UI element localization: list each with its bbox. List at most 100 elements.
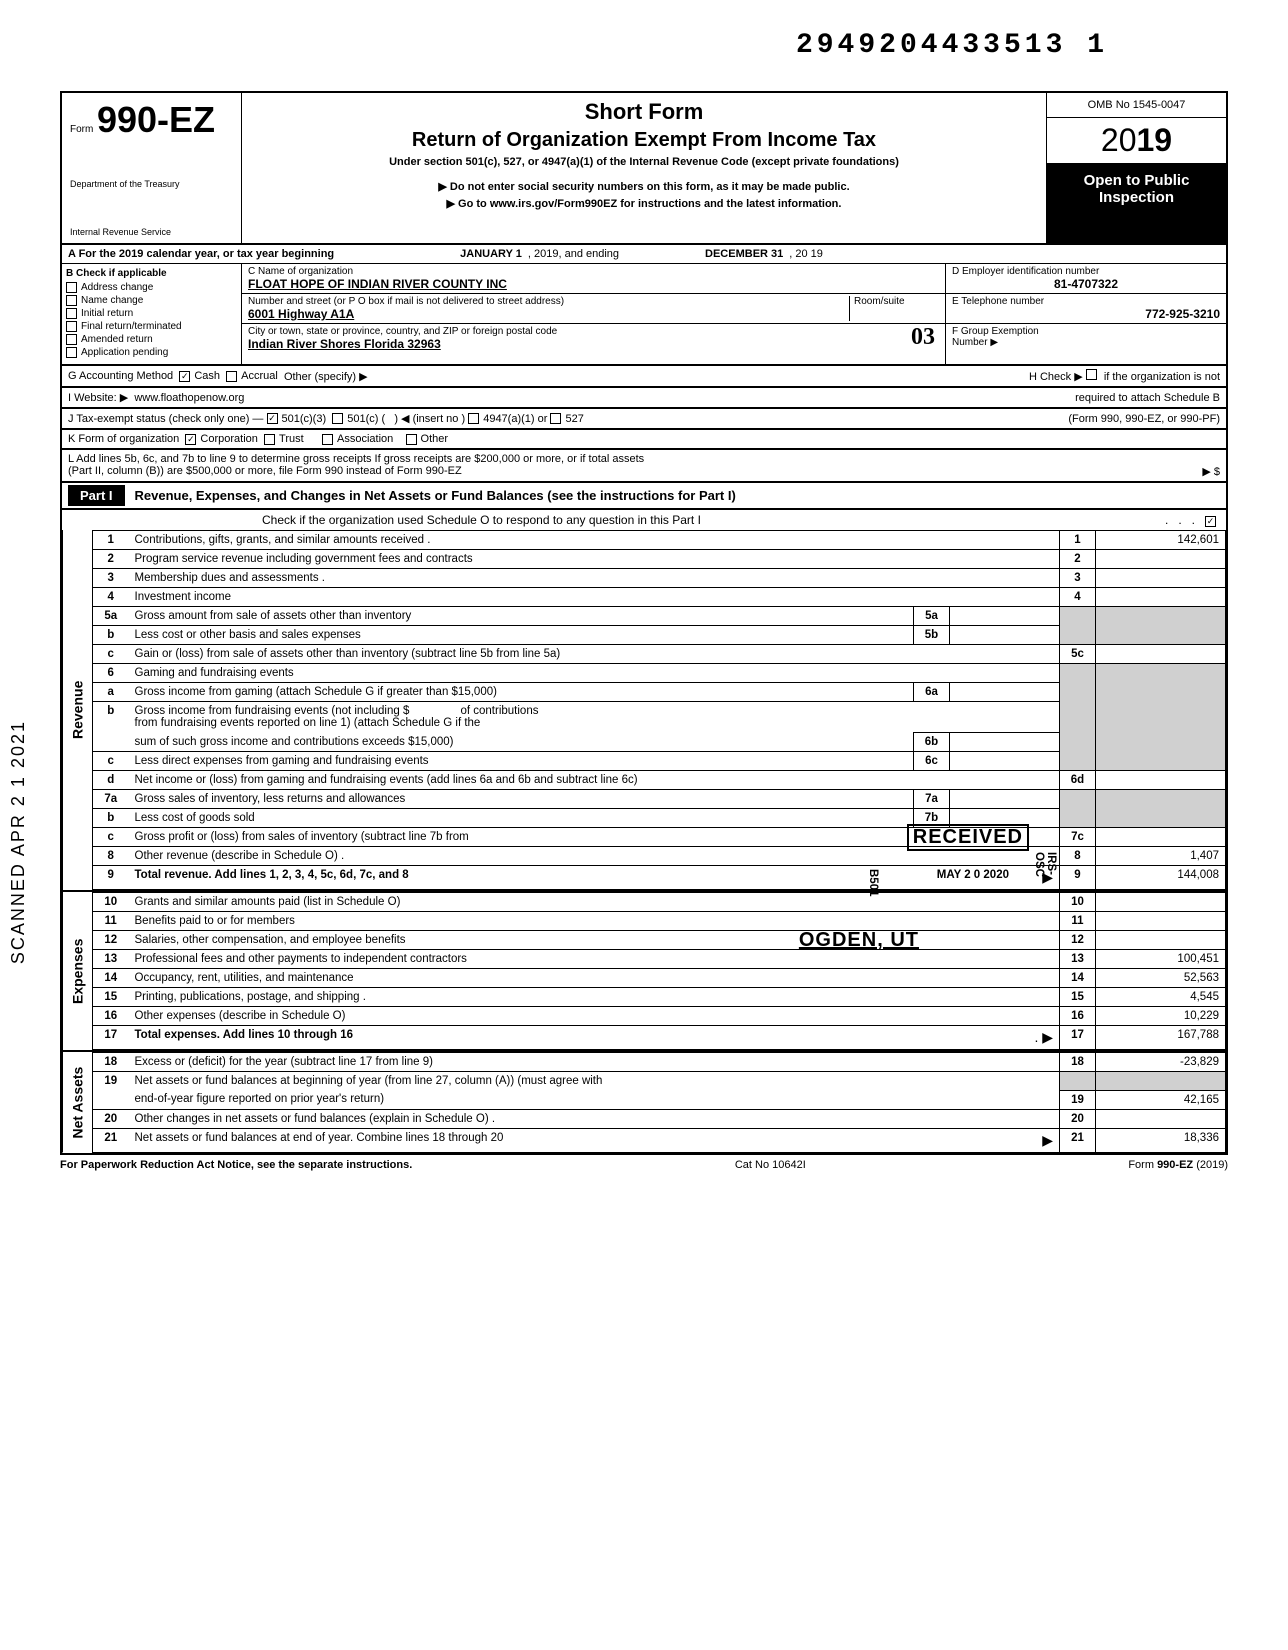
tax-year-begin: JANUARY 1 bbox=[460, 248, 522, 260]
check-h[interactable] bbox=[1086, 369, 1097, 380]
h-text3: (Form 990, 990-EZ, or 990-PF) bbox=[1068, 413, 1220, 425]
no-ssn-note: ▶ Do not enter social security numbers o… bbox=[252, 180, 1036, 193]
received-stamp: RECEIVED bbox=[907, 824, 1029, 851]
netassets-side-label: Net Assets bbox=[62, 1052, 92, 1153]
line5a-desc: Gross amount from sale of assets other t… bbox=[129, 607, 914, 626]
group-label: F Group Exemption bbox=[952, 326, 1220, 337]
check-501c3[interactable]: ✓ bbox=[267, 413, 278, 424]
handwritten-03: 03 bbox=[911, 324, 935, 351]
check-501c[interactable] bbox=[332, 413, 343, 424]
line16-desc: Other expenses (describe in Schedule O) bbox=[129, 1007, 1060, 1026]
line18-val: -23,829 bbox=[1096, 1053, 1226, 1072]
col-b-header: B Check if applicable bbox=[66, 268, 237, 279]
form-number: 990-EZ bbox=[97, 99, 215, 140]
line6b-desc3: from fundraising events reported on line… bbox=[135, 717, 481, 729]
goto-url: ▶ Go to www.irs.gov/Form990EZ for instru… bbox=[252, 197, 1036, 210]
col-d-right: D Employer identification number 81-4707… bbox=[946, 264, 1226, 364]
line7a-desc: Gross sales of inventory, less returns a… bbox=[129, 790, 914, 809]
open-public-1: Open to Public bbox=[1051, 172, 1222, 189]
check-527[interactable] bbox=[550, 413, 561, 424]
return-title: Return of Organization Exempt From Incom… bbox=[252, 129, 1036, 152]
expenses-section: Expenses 10Grants and similar amounts pa… bbox=[60, 892, 1228, 1052]
check-assoc[interactable] bbox=[322, 434, 333, 445]
check-final[interactable] bbox=[66, 321, 77, 332]
line6b-desc4: sum of such gross income and contributio… bbox=[129, 733, 914, 752]
group-number: Number ▶ bbox=[952, 337, 1220, 348]
document-number: 2949204433513 1 bbox=[60, 30, 1228, 61]
omb-number: OMB No 1545-0047 bbox=[1047, 93, 1226, 118]
footer: For Paperwork Reduction Act Notice, see … bbox=[60, 1155, 1228, 1175]
line9-val: 144,008 bbox=[1096, 866, 1226, 890]
city-value: Indian River Shores Florida 32963 bbox=[248, 337, 939, 351]
line14-desc: Occupancy, rent, utilities, and maintena… bbox=[129, 969, 1060, 988]
line13-val: 100,451 bbox=[1096, 950, 1226, 969]
col-b-checkboxes: B Check if applicable Address change Nam… bbox=[62, 264, 242, 364]
check-other-org[interactable] bbox=[406, 434, 417, 445]
line6a-desc: Gross income from gaming (attach Schedul… bbox=[129, 683, 914, 702]
line5b-desc: Less cost or other basis and sales expen… bbox=[129, 626, 914, 645]
tax-year: 2019 bbox=[1047, 118, 1226, 164]
opt-501c3: 501(c)(3) bbox=[282, 413, 327, 425]
street-value: 6001 Highway A1A bbox=[248, 307, 849, 321]
netassets-section: Net Assets 18Excess or (deficit) for the… bbox=[60, 1052, 1228, 1155]
line4-val bbox=[1096, 588, 1226, 607]
check-initial[interactable] bbox=[66, 308, 77, 319]
footer-left: For Paperwork Reduction Act Notice, see … bbox=[60, 1159, 412, 1171]
line6d-desc: Net income or (loss) from gaming and fun… bbox=[129, 771, 1060, 790]
line6c-desc: Less direct expenses from gaming and fun… bbox=[129, 752, 914, 771]
expenses-side-label: Expenses bbox=[62, 892, 92, 1050]
row-l: L Add lines 5b, 6c, and 7b to line 9 to … bbox=[60, 450, 1228, 483]
line21-desc: Net assets or fund balances at end of ye… bbox=[135, 1132, 504, 1144]
line20-val bbox=[1096, 1109, 1226, 1128]
line6-desc: Gaming and fundraising events bbox=[129, 664, 1060, 683]
line21-val: 18,336 bbox=[1096, 1128, 1226, 1152]
line20-desc: Other changes in net assets or fund bala… bbox=[129, 1109, 1060, 1128]
check-4947[interactable] bbox=[468, 413, 479, 424]
org-name-value: FLOAT HOPE OF INDIAN RIVER COUNTY INC bbox=[248, 277, 939, 291]
line6b-desc1: Gross income from fundraising events (no… bbox=[135, 705, 410, 717]
check-trust[interactable] bbox=[264, 434, 275, 445]
opt-4947: 4947(a)(1) or bbox=[483, 413, 547, 425]
line7c-desc: Gross profit or (loss) from sales of inv… bbox=[135, 831, 469, 843]
row-a-label: A For the 2019 calendar year, or tax yea… bbox=[68, 248, 334, 260]
ein-label: D Employer identification number bbox=[952, 266, 1220, 277]
line9-desc: Total revenue. Add lines 1, 2, 3, 4, 5c,… bbox=[135, 869, 409, 881]
check-schedule-o[interactable]: ✓ bbox=[1205, 516, 1216, 527]
date-stamp: MAY 2 0 2020 bbox=[937, 869, 1009, 881]
check-corp[interactable]: ✓ bbox=[185, 434, 196, 445]
row-j: J Tax-exempt status (check only one) — ✓… bbox=[60, 409, 1228, 430]
line8-val: 1,407 bbox=[1096, 847, 1226, 866]
check-accrual[interactable] bbox=[226, 371, 237, 382]
line15-val: 4,545 bbox=[1096, 988, 1226, 1007]
line10-val bbox=[1096, 893, 1226, 912]
line6d-val bbox=[1096, 771, 1226, 790]
line4-desc: Investment income bbox=[129, 588, 1060, 607]
opt-501c: 501(c) ( bbox=[347, 413, 385, 425]
expenses-table: 10Grants and similar amounts paid (list … bbox=[92, 892, 1226, 1050]
row-a-calendar-year: A For the 2019 calendar year, or tax yea… bbox=[60, 243, 1228, 264]
opt-527: 527 bbox=[565, 413, 583, 425]
accrual-label: Accrual bbox=[241, 370, 278, 382]
check-amended[interactable] bbox=[66, 334, 77, 345]
cash-label: Cash bbox=[194, 370, 220, 382]
open-to-public: Open to Public Inspection bbox=[1047, 164, 1226, 243]
tax-year-end: DECEMBER 31 bbox=[705, 248, 783, 260]
line5c-val bbox=[1096, 645, 1226, 664]
check-pending-label: Application pending bbox=[81, 347, 168, 358]
row-k: K Form of organization ✓Corporation Trus… bbox=[60, 430, 1228, 450]
check-cash[interactable]: ✓ bbox=[179, 371, 190, 382]
check-pending[interactable] bbox=[66, 347, 77, 358]
check-address[interactable] bbox=[66, 282, 77, 293]
check-amended-label: Amended return bbox=[81, 334, 153, 345]
row-j-label: J Tax-exempt status (check only one) — bbox=[68, 413, 263, 425]
line19-desc2: end-of-year figure reported on prior yea… bbox=[129, 1090, 1060, 1109]
row-g-label: G Accounting Method bbox=[68, 370, 173, 382]
line17-val: 167,788 bbox=[1096, 1026, 1226, 1050]
ein-value: 81-4707322 bbox=[952, 277, 1220, 291]
check-address-label: Address change bbox=[81, 282, 153, 293]
line2-desc: Program service revenue including govern… bbox=[129, 550, 1060, 569]
col-c-org-info: C Name of organization FLOAT HOPE OF IND… bbox=[242, 264, 946, 364]
opt-501c-b: ) ◀ (insert no ) bbox=[394, 412, 465, 425]
check-name[interactable] bbox=[66, 295, 77, 306]
check-o-text: Check if the organization used Schedule … bbox=[262, 513, 701, 527]
